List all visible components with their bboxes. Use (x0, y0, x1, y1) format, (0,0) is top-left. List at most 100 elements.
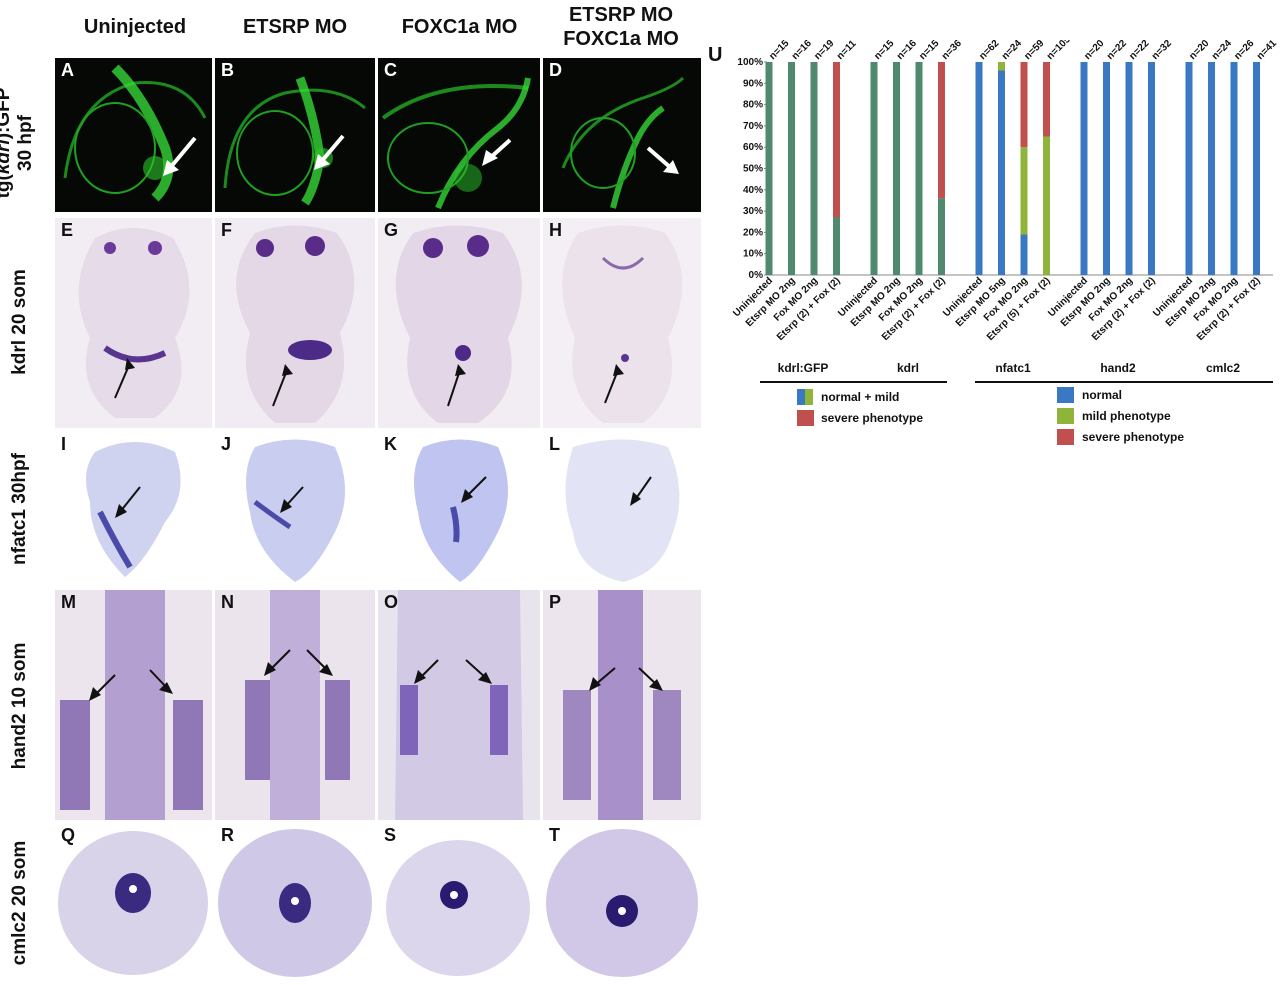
panel-letter: I (61, 434, 67, 454)
panel-k-nfatc1: K (378, 432, 540, 587)
bar-segment-normal (1148, 62, 1155, 275)
y-tick-label: 70% (743, 121, 763, 132)
row-label-cmlc2: cmlc2 20 som (9, 840, 30, 966)
bar-segment-normal-mild (893, 62, 900, 275)
panel-d-gfp: D (543, 58, 701, 212)
embryo-ish-image (563, 590, 681, 820)
panel-c-gfp: C (378, 58, 540, 212)
embryo-ish-image (236, 225, 355, 423)
bar-segment-severe (1043, 62, 1050, 137)
panel-letter: E (61, 220, 74, 240)
embryo-ish-image (246, 439, 345, 582)
stacked-bar-chart: 0%10%20%30%40%50%60%70%80%90%100%n=15Uni… (731, 40, 1279, 445)
row-label-gfp-stage: 30 hpf (15, 115, 36, 171)
bar-n-label: n=11 (835, 40, 859, 62)
bar-segment-normal-mild (765, 62, 773, 275)
embryo-ish-image (565, 439, 680, 582)
embryo-gfp-image (381, 77, 531, 210)
panel-r-cmlc2: R (215, 823, 375, 981)
row-label-nfatc1: nfatc1 30hpf (9, 453, 30, 565)
group-label: hand2 (1100, 361, 1136, 375)
panel-letter: P (549, 592, 562, 612)
embryo-ish-image (395, 590, 523, 820)
group-label: kdrl (897, 361, 919, 375)
embryo-gfp-image (561, 76, 685, 209)
legend-swatch-normal-mild (797, 389, 805, 405)
column-header-etsrp-foxc1a-mo: ETSRP MO FOXC1a MO (563, 4, 679, 50)
embryo-ish-image (386, 840, 530, 976)
row-label-gfp: tg(kdrl):GFP 30 hpf (0, 78, 37, 208)
panel-l-nfatc1: L (543, 432, 701, 587)
y-tick-label: 10% (743, 249, 763, 260)
panel-letter: A (61, 60, 74, 80)
bar-n-label: n=22 (1105, 40, 1129, 62)
panel-letter: O (384, 592, 399, 612)
embryo-ish-image (218, 829, 372, 977)
bar-n-label: n=16 (895, 40, 919, 62)
bar-n-label: n=16 (790, 40, 814, 62)
group-label: cmlc2 (1206, 361, 1240, 375)
bar-n-label: n=41 (1255, 40, 1279, 62)
bar-segment-normal (1253, 62, 1260, 275)
row-label-gfp-gene: kdrl (0, 139, 14, 175)
panel-f-kdrl: F (215, 218, 375, 428)
panel-letter: D (549, 60, 562, 80)
panel-b-gfp: B (215, 58, 375, 212)
bar-segment-normal-mild (833, 217, 840, 275)
bar-n-label: n=24 (1210, 40, 1234, 62)
panel-letter: T (549, 825, 560, 845)
legend-label: normal + mild (821, 390, 899, 404)
embryo-ish-image (546, 829, 698, 977)
panel-letter: L (549, 434, 560, 454)
bar-segment-normal-mild (810, 62, 818, 275)
row-label-gfp-prefix: tg( (0, 174, 14, 199)
panel-h-kdrl: H (543, 218, 701, 428)
legend-swatch-severe (797, 410, 814, 426)
bar-segment-normal (975, 62, 983, 275)
bar-segment-normal-mild (938, 198, 945, 275)
chart-u-letter: U (708, 44, 723, 66)
column-header-etsrp-mo: ETSRP MO (242, 16, 348, 38)
panel-j-nfatc1: J (215, 432, 375, 587)
embryo-ish-image (86, 442, 181, 577)
group-label: nfatc1 (995, 361, 1031, 375)
panel-n-hand2: N (215, 590, 375, 820)
panel-a-gfp: A (55, 58, 212, 212)
y-tick-label: 20% (743, 227, 763, 238)
bar-n-label: n=24 (1000, 40, 1024, 62)
bar-segment-mild (1020, 147, 1028, 235)
column-header-uninjected: Uninjected (83, 16, 187, 38)
panel-g-kdrl: G (378, 218, 540, 428)
legend-label: mild phenotype (1082, 409, 1171, 423)
bar-n-label: n=15 (872, 40, 896, 62)
bar-segment-normal (1080, 62, 1088, 275)
bar-n-label: n=20 (1082, 40, 1106, 62)
bar-n-label: n=62 (977, 40, 1001, 62)
embryo-ish-image (245, 590, 350, 820)
bar-segment-normal (1125, 62, 1133, 275)
bar-n-label: n=19 (812, 40, 836, 62)
legend-swatch-normal (1057, 387, 1074, 403)
bar-segment-normal (1103, 62, 1110, 275)
legend-label: severe phenotype (1082, 430, 1184, 444)
panel-letter: H (549, 220, 562, 240)
bar-segment-normal (1208, 62, 1215, 275)
panel-s-cmlc2: S (378, 823, 540, 981)
y-tick-label: 30% (743, 206, 763, 217)
panel-letter: S (384, 825, 397, 845)
legend-label: severe phenotype (821, 411, 923, 425)
panel-letter: K (384, 434, 397, 454)
embryo-ish-image (78, 228, 190, 418)
panel-t-cmlc2: T (543, 823, 701, 981)
panel-q-cmlc2: Q (55, 823, 212, 981)
panel-letter: B (221, 60, 234, 80)
y-tick-label: 60% (743, 142, 763, 153)
row-label-gfp-suffix: ):GFP (0, 87, 14, 140)
bar-segment-normal-mild (870, 62, 878, 275)
y-tick-label: 50% (743, 164, 763, 175)
bar-segment-normal (998, 70, 1005, 275)
bar-segment-severe (938, 62, 945, 199)
y-tick-label: 100% (737, 57, 763, 68)
panel-letter: R (221, 825, 234, 845)
column-header-foxc1a-mo: FOXC1a MO (401, 16, 518, 38)
